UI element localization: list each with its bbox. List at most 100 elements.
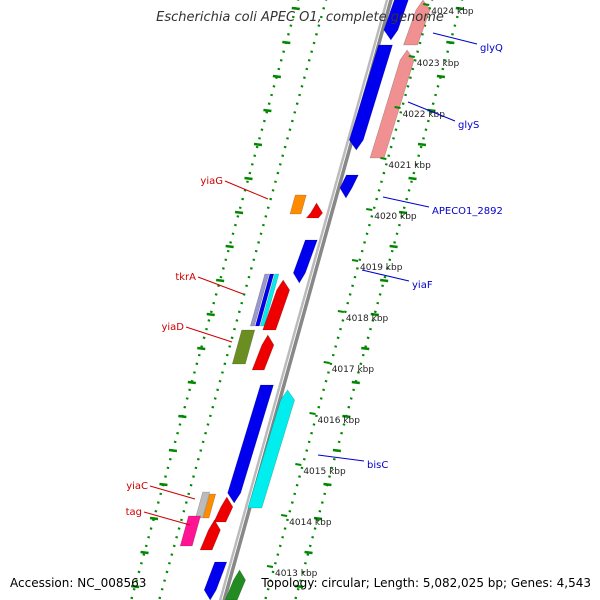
gene-feature-2 [348, 44, 393, 151]
tick-label-6: 4018 kbp [346, 314, 389, 324]
gene-feature-6 [305, 202, 323, 219]
tick-label-7: 4017 kbp [332, 365, 375, 375]
gene-feature-15 [247, 389, 295, 509]
track-dash [263, 108, 272, 113]
track-dash [342, 414, 351, 419]
track-dash [417, 142, 427, 147]
gene-feature-8 [249, 273, 270, 327]
track-dash [140, 550, 149, 555]
tick-label-10: 4014 kbp [289, 518, 332, 528]
tick-label-2: 4022 kbp [403, 110, 446, 120]
gene-label-tag: tag [126, 507, 142, 518]
track-dash [436, 74, 446, 79]
gene-label-bisC: bisC [367, 460, 388, 471]
gene-connector-yiaC [149, 485, 196, 500]
tick-mark [408, 55, 415, 58]
gene-feature-7 [292, 239, 318, 284]
gene-feature-17 [202, 493, 217, 519]
gene-connector-yiaD [185, 326, 233, 343]
gene-feature-1 [403, 0, 431, 46]
tick-mark [323, 361, 330, 364]
gene-feature-22 [224, 569, 246, 600]
gene-label-glyS: glyS [458, 120, 479, 131]
track-dash [225, 244, 234, 249]
gene-feature-14 [227, 384, 274, 504]
tick-mark [380, 157, 387, 160]
track-dash [304, 550, 313, 555]
tick-label-3: 4021 kbp [388, 161, 431, 171]
tick-layer: 4024 kbp 4023 kbp 4022 kbp 4021 kbp 4020 kbp… [266, 3, 474, 579]
track-dash [408, 176, 417, 181]
track-dash [332, 448, 342, 453]
tick-mark [351, 259, 359, 262]
gene-label-glyQ: glyQ [480, 43, 503, 54]
gene-label-yiaC: yiaC [126, 481, 148, 492]
tick-mark [394, 106, 401, 109]
track-dash [370, 312, 379, 317]
gene-label-yiaD: yiaD [161, 322, 184, 333]
gene-connector-yiaF [361, 269, 410, 282]
track-dash [282, 40, 291, 45]
track-dash [253, 142, 263, 147]
track-dash [216, 278, 225, 283]
tick-mark [337, 310, 345, 313]
track-dash [149, 516, 159, 521]
map-title: Escherichia coli APEC O1, complete genom… [156, 10, 444, 25]
gene-feature-16 [195, 491, 211, 519]
accession-label: Accession: NC_008563 [10, 576, 147, 590]
gene-connector-bisC [317, 454, 365, 462]
gene-label-yiaF: yiaF [412, 280, 433, 291]
tick-mark [423, 3, 430, 6]
track-dash [234, 210, 244, 215]
track-dash [361, 346, 370, 351]
gene-connector-tag [143, 511, 191, 526]
tick-mark [295, 463, 302, 466]
track-dash [446, 40, 455, 45]
gene-feature-19 [179, 515, 201, 547]
tick-mark [309, 412, 316, 415]
gene-connector-yiaG [224, 180, 269, 200]
tick-label-4: 4020 kbp [374, 212, 417, 222]
gene-feature-4 [339, 174, 359, 199]
track-dash [351, 380, 360, 385]
gene-connector-tkrA [197, 276, 244, 295]
gene-feature-21 [203, 561, 228, 600]
tick-mark [366, 208, 373, 211]
track-dash [398, 210, 408, 215]
track-dash [291, 6, 300, 11]
track-dash [389, 244, 398, 249]
track-dash [206, 312, 215, 317]
gene-connector-glyS [407, 101, 456, 122]
feature-layer [179, 0, 431, 600]
track-dash [313, 516, 323, 521]
tick-mark [280, 514, 288, 517]
track-dash [130, 584, 140, 589]
gene-label-APECO1_2892: APECO1_2892 [432, 206, 503, 217]
gene-feature-11 [262, 279, 290, 331]
track-dash [323, 482, 332, 487]
dotted-track-2 [263, 0, 434, 600]
tick-label-9: 4015 kbp [303, 467, 346, 477]
track-dash [159, 482, 168, 487]
track-dash [197, 346, 206, 351]
dotted-tracks [129, 0, 464, 600]
track-dash [294, 584, 304, 589]
gene-feature-13 [251, 334, 275, 371]
gene-feature-12 [231, 329, 256, 365]
gene-feature-20 [199, 519, 221, 551]
gene-feature-5 [289, 194, 307, 215]
tick-label-1: 4023 kbp [417, 59, 460, 69]
backbone-line-inner [218, 0, 389, 600]
tick-label-5: 4019 kbp [360, 263, 403, 273]
tick-mark [266, 565, 274, 568]
gene-feature-3 [369, 49, 415, 159]
gene-feature-18 [213, 496, 234, 523]
genome-summary: Topology: circular; Length: 5,082,025 bp… [261, 576, 591, 590]
track-dash [455, 6, 464, 11]
gene-feature-0 [383, 0, 409, 41]
tick-label-8: 4016 kbp [318, 416, 361, 426]
gene-label-tkrA: tkrA [175, 272, 196, 283]
gene-connector-APECO1_2892 [382, 196, 430, 208]
